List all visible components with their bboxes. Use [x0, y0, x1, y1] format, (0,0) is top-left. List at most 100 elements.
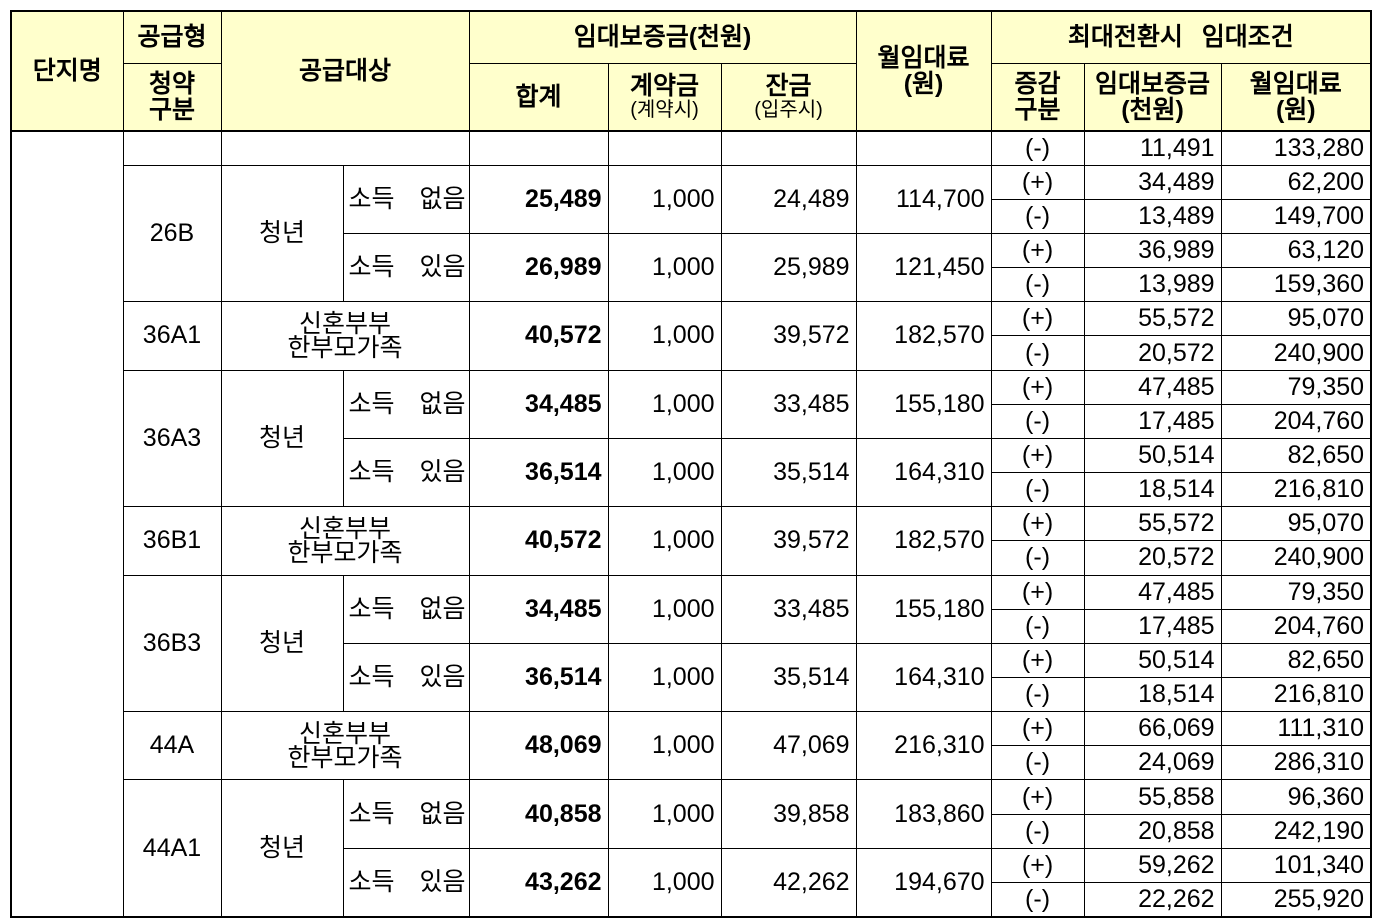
converted-rent-cell: 95,070: [1220, 301, 1372, 337]
th-down-payment-note: (계약시): [630, 98, 699, 121]
table-row: (-) 20,572 240,900: [11, 540, 1372, 576]
supply-type-cell: 44A1: [122, 779, 222, 918]
change-sign-cell: (-): [990, 745, 1085, 781]
th-monthly-rent-unit: (원): [903, 70, 944, 98]
balance-cell: 25,989: [720, 232, 857, 303]
converted-rent-cell: 255,920: [1220, 881, 1372, 918]
supply-type-cell: 26B: [122, 164, 222, 303]
complex-name-cell: [10, 130, 124, 918]
converted-deposit-cell: 24,069: [1083, 745, 1222, 781]
th-down-payment: 계약금 (계약시): [607, 62, 722, 132]
converted-deposit-cell: 18,514: [1083, 472, 1222, 508]
converted-deposit-cell: 47,485: [1083, 574, 1222, 610]
total-deposit-cell: 36,514: [468, 642, 609, 713]
change-sign-cell: (-): [990, 608, 1085, 644]
table-row: 소득 있음 36,514 1,000 35,514 164,310 (+) 50,514 82…: [11, 437, 1372, 508]
change-sign-cell: (+): [990, 711, 1085, 747]
table-row: 소득 있음 36,514 1,000 35,514 164,310 (+) 50,514 82…: [11, 642, 1372, 713]
change-sign-cell: (+): [990, 847, 1085, 883]
income-cell: 소득 있음: [342, 232, 470, 303]
supply-target-cell: 청년: [220, 574, 344, 713]
total-deposit-cell: 25,489: [468, 164, 609, 234]
balance-cell: 35,514: [720, 437, 857, 508]
monthly-rent-cell: 121,450: [855, 232, 992, 303]
table-row: (-) 18,514 216,810: [11, 472, 1372, 508]
down-payment-cell: 1,000: [607, 506, 722, 576]
change-sign-cell: (+): [990, 642, 1085, 679]
balance-cell: 42,262: [720, 847, 857, 918]
th-monthly-rent-label: 월임대료: [877, 44, 970, 72]
supply-target-cell: 청년: [220, 164, 344, 303]
supply-target-label: 청년: [258, 219, 305, 248]
converted-rent-cell: 240,900: [1220, 335, 1372, 371]
down-payment-cell: 1,000: [607, 437, 722, 508]
total-deposit-cell: 40,572: [468, 301, 609, 371]
converted-deposit-cell: 11,491: [1083, 130, 1222, 166]
converted-rent-cell: 242,190: [1220, 813, 1372, 849]
change-sign-cell: (-): [990, 335, 1085, 371]
change-sign-cell: (-): [990, 403, 1085, 439]
converted-rent-cell: 204,760: [1220, 608, 1372, 644]
monthly-rent-cell: 164,310: [855, 642, 992, 713]
monthly-rent-cell: 194,670: [855, 847, 992, 918]
down-payment-cell: 1,000: [607, 164, 722, 234]
th-monthly-rent: 월임대료 (원): [855, 10, 992, 132]
converted-rent-cell: 82,650: [1220, 437, 1372, 474]
change-sign-cell: (+): [990, 437, 1085, 474]
table-row: 36A3 청년 소득 없음 34,485 1,000 33,485 155,180 (+) 47…: [11, 369, 1372, 508]
converted-rent-cell: 216,810: [1220, 676, 1372, 713]
table-row: 26B 청년 소득 없음 25,489 1,000 24,489 114,700 (+) 34,…: [11, 164, 1372, 303]
converted-rent-cell: 111,310: [1220, 711, 1372, 747]
change-sign-cell: (+): [990, 574, 1085, 610]
down-payment-cell: 1,000: [607, 574, 722, 644]
table-row: 44A 신혼부부 한부모가족 48,069 1,000 47,069 216,310 (+) 6…: [11, 711, 1372, 781]
table-row: (-) 11,491 133,280: [10, 130, 1372, 918]
supply-target-label: 한부모가족: [287, 743, 403, 772]
table-row: (-) 22,262 255,920: [11, 881, 1372, 918]
empty-cell: [855, 130, 992, 166]
converted-deposit-cell: 13,989: [1083, 267, 1222, 303]
converted-rent-cell: 82,650: [1220, 642, 1372, 679]
income-cell: 소득 없음: [342, 779, 470, 849]
header-row: 단지명 공급형 공급대상 임대보증금(천원) 월임대료 (원) 최대전환시 임대…: [10, 10, 1372, 132]
converted-deposit-cell: 50,514: [1083, 437, 1222, 474]
converted-deposit-cell: 34,489: [1083, 164, 1222, 200]
converted-deposit-cell: 13,489: [1083, 198, 1222, 234]
table-row: (-) 24,069 286,310: [11, 745, 1372, 781]
th-max-conversion: 최대전환시 임대조건: [990, 10, 1372, 64]
supply-target-label: 청년: [258, 834, 305, 863]
converted-deposit-cell: 55,858: [1083, 779, 1222, 815]
monthly-rent-cell: 155,180: [855, 369, 992, 439]
balance-cell: 33,485: [720, 369, 857, 439]
income-cell: 소득 없음: [342, 164, 470, 234]
converted-rent-cell: 159,360: [1220, 267, 1372, 303]
supply-target-label: 한부모가족: [287, 538, 403, 567]
change-sign-cell: (-): [990, 267, 1085, 303]
total-deposit-cell: 26,989: [468, 232, 609, 303]
th-conversion-rent-unit: (원): [1275, 95, 1316, 124]
supply-target-cell: 신혼부부 한부모가족: [220, 301, 470, 371]
converted-rent-cell: 63,120: [1220, 232, 1372, 269]
supply-target-label: 청년: [258, 629, 305, 658]
converted-deposit-cell: 20,858: [1083, 813, 1222, 849]
change-sign-cell: (-): [990, 813, 1085, 849]
table-body: (-) 11,491 133,280 26B 청년 소득 없음 25,489 1,000 24,…: [10, 130, 1372, 918]
table-row: (-) 17,485 204,760: [11, 403, 1372, 439]
balance-cell: 35,514: [720, 642, 857, 713]
converted-rent-cell: 101,340: [1220, 847, 1372, 883]
th-conversion-deposit-unit: (천원): [1121, 95, 1184, 124]
converted-deposit-cell: 50,514: [1083, 642, 1222, 679]
change-sign-cell: (+): [990, 232, 1085, 269]
header-row: 청약 구분 합계 계약금 (계약시) 잔금 (입주시) 증감 구분 임대보증금 …: [11, 62, 1372, 132]
change-sign-cell: (+): [990, 301, 1085, 337]
total-deposit-cell: 48,069: [468, 711, 609, 781]
supply-target-label: 신혼부부: [299, 514, 392, 543]
total-deposit-cell: 34,485: [468, 369, 609, 439]
change-sign-cell: (+): [990, 506, 1085, 542]
table-row: 소득 있음 26,989 1,000 25,989 121,450 (+) 36,989 63…: [11, 232, 1372, 303]
income-cell: 소득 있음: [342, 847, 470, 918]
empty-cell: [220, 130, 470, 166]
income-cell: 소득 있음: [342, 642, 470, 713]
total-deposit-cell: 36,514: [468, 437, 609, 508]
supply-target-cell: 신혼부부 한부모가족: [220, 506, 470, 576]
